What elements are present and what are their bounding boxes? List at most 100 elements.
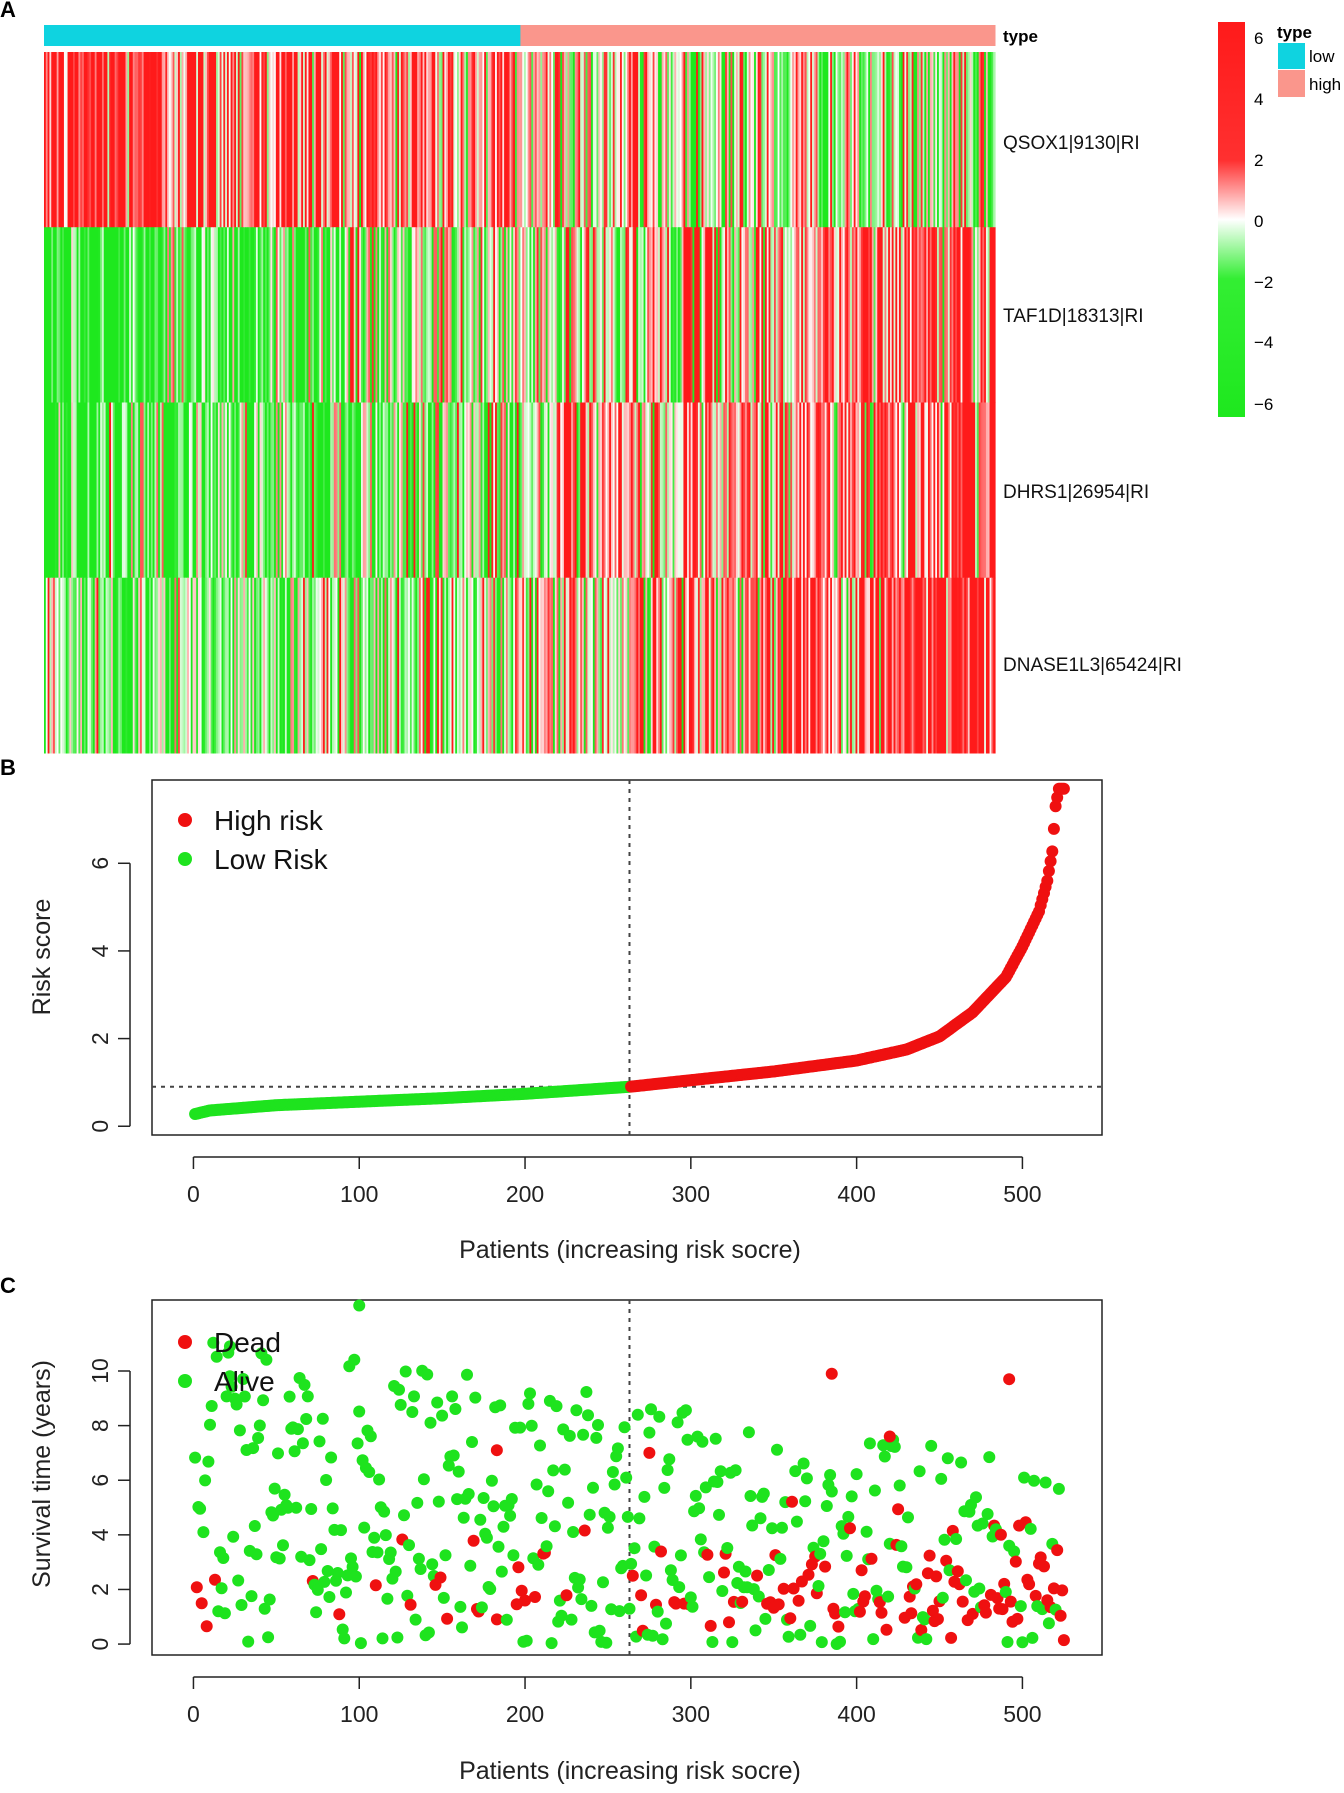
alive-point — [379, 1529, 392, 1542]
alive-point — [608, 1478, 621, 1491]
heatmap-cell — [464, 227, 467, 403]
heatmap-cell — [889, 52, 893, 228]
heatmap-cell — [301, 52, 304, 228]
heatmap-cell — [661, 577, 665, 754]
alive-point — [227, 1530, 240, 1543]
heatmap-cell — [145, 227, 148, 403]
heatmap-cell — [484, 227, 487, 403]
heatmap-cell — [308, 577, 311, 754]
heatmap-cell — [485, 52, 489, 228]
heatmap-cell — [397, 52, 400, 228]
heatmap-cell — [371, 227, 375, 403]
heatmap-cell — [701, 577, 704, 754]
heatmap-cell — [337, 52, 340, 228]
heatmap-cell — [56, 402, 60, 579]
color-scale-bar — [1218, 22, 1245, 417]
heatmap-cell — [442, 402, 445, 579]
alive-point — [263, 1593, 276, 1606]
heatmap-cell — [236, 577, 239, 754]
heatmap-cell — [129, 577, 132, 754]
heatmap-cell — [371, 402, 375, 579]
heatmap-cell — [935, 402, 938, 579]
heatmap-cell — [308, 227, 311, 403]
heatmap-cell — [708, 577, 712, 754]
heatmap-cell — [871, 577, 875, 754]
heatmap-cell — [668, 52, 672, 228]
heatmap-cell — [152, 402, 156, 579]
heatmap-cell — [685, 402, 688, 579]
heatmap-cell — [312, 52, 315, 228]
heatmap-cell — [933, 227, 936, 403]
alive-point — [815, 1636, 828, 1649]
heatmap-cell — [562, 52, 565, 228]
heatmap-cell — [507, 227, 511, 403]
heatmap-cell — [766, 577, 770, 754]
heatmap-cell — [319, 402, 322, 579]
heatmap-cell — [121, 577, 125, 754]
alive-point — [709, 1432, 722, 1445]
heatmap-cell — [714, 577, 717, 754]
heatmap-cell — [728, 577, 732, 754]
dead-point — [991, 1592, 1004, 1605]
heatmap-cell — [250, 52, 253, 228]
heatmap-cell — [326, 227, 329, 403]
heatmap-cell — [946, 227, 949, 403]
heatmap-cell — [190, 577, 194, 754]
alive-point — [504, 1509, 517, 1522]
heatmap-cell — [373, 402, 377, 579]
heatmap-cell — [72, 52, 76, 228]
heatmap-cell — [757, 402, 761, 579]
heatmap-cell — [103, 402, 107, 579]
heatmap-cell — [799, 52, 802, 228]
heatmap-cell — [632, 577, 636, 754]
dead-point — [915, 1624, 928, 1636]
heatmap-cell — [168, 227, 172, 403]
heatmap-cell — [759, 402, 762, 579]
alive-point — [684, 1591, 697, 1604]
alive-point — [497, 1520, 510, 1533]
heatmap-cell — [418, 52, 422, 228]
dead-point — [200, 1620, 213, 1633]
dead-point — [723, 1616, 735, 1629]
heatmap-cell — [377, 577, 380, 754]
heatmap-cell — [197, 577, 201, 754]
heatmap-cell — [822, 577, 826, 754]
heatmap-cell — [962, 227, 965, 403]
alive-point — [223, 1340, 236, 1353]
heatmap-cell — [114, 577, 118, 754]
heatmap-cell — [236, 402, 239, 579]
heatmap-cell — [228, 577, 232, 754]
heatmap-cell — [80, 227, 83, 403]
heatmap-cell — [491, 577, 494, 754]
heatmap-cell — [404, 227, 407, 403]
heatmap-cell — [601, 52, 605, 228]
alive-point — [495, 1565, 508, 1578]
heatmap-cell — [850, 227, 853, 403]
heatmap-cell — [165, 227, 168, 403]
heatmap-cell — [833, 402, 837, 579]
heatmap-cell — [181, 227, 185, 403]
type-legend-title: type — [1277, 23, 1312, 42]
heatmap-cell — [457, 52, 460, 228]
heatmap-cell — [442, 52, 445, 228]
heatmap-cell — [772, 402, 775, 579]
heatmap-cell — [464, 52, 467, 228]
heatmap-cell — [813, 577, 817, 754]
heatmap-cell — [830, 577, 833, 754]
heatmap-cell — [841, 52, 844, 228]
heatmap-cell — [453, 227, 456, 403]
heatmap-cell — [955, 577, 958, 754]
heatmap-cell — [580, 577, 583, 754]
heatmap-cell — [873, 52, 877, 228]
x-tick-label: 0 — [187, 1701, 200, 1727]
heatmap-cell — [254, 227, 257, 403]
heatmap-cell — [822, 227, 826, 403]
heatmap-cell — [612, 577, 616, 754]
heatmap-cell — [69, 52, 72, 228]
heatmap-cell — [563, 402, 567, 579]
heatmap-cell — [487, 227, 491, 403]
alive-point — [300, 1413, 313, 1425]
heatmap-cell — [252, 227, 255, 403]
heatmap-cell — [844, 227, 848, 403]
alive-point — [492, 1540, 505, 1553]
